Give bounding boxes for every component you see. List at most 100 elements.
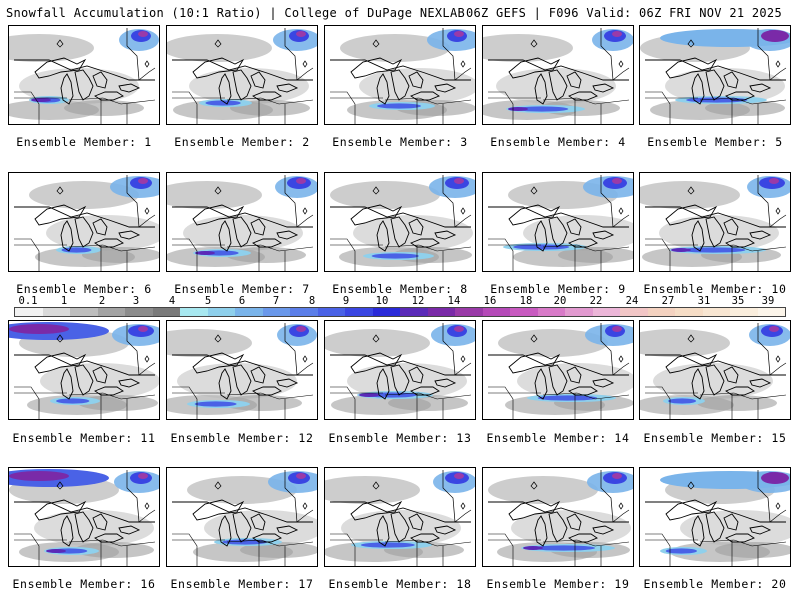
- member-number: 12: [298, 431, 314, 445]
- member-number: 8: [460, 282, 468, 296]
- member-number: 14: [614, 431, 630, 445]
- snowfall-map: [483, 468, 633, 566]
- member-number: 2: [302, 135, 310, 149]
- snowfall-map: [325, 26, 475, 124]
- caption-prefix: Ensemble Member:: [643, 577, 772, 591]
- member-number: 19: [614, 577, 630, 591]
- colorbar-swatch: [675, 308, 703, 316]
- colorbar-swatch: [235, 308, 263, 316]
- colorbar-swatch: [482, 308, 510, 316]
- member-number: 11: [140, 431, 156, 445]
- ensemble-map-panel: [639, 172, 791, 272]
- snowfall-map: [640, 26, 790, 124]
- ensemble-map-panel: [166, 172, 318, 272]
- colorbar-swatch: [125, 308, 153, 316]
- colorbar-label: 27: [661, 295, 675, 307]
- caption-prefix: Ensemble Member:: [170, 431, 299, 445]
- ensemble-map-panel: [482, 25, 634, 125]
- ensemble-member-caption: Ensemble Member: 9: [479, 282, 637, 296]
- member-number: 16: [140, 577, 156, 591]
- colorbar-swatch: [592, 308, 620, 316]
- ensemble-member-caption: Ensemble Member: 2: [163, 135, 321, 149]
- caption-prefix: Ensemble Member:: [486, 431, 615, 445]
- ensemble-member-caption: Ensemble Member: 4: [479, 135, 637, 149]
- colorbar-label: 18: [519, 295, 533, 307]
- snowfall-map: [483, 321, 633, 419]
- caption-prefix: Ensemble Member:: [643, 431, 772, 445]
- member-number: 3: [460, 135, 468, 149]
- colorbar: [14, 307, 786, 317]
- colorbar-swatch: [702, 308, 730, 316]
- caption-prefix: Ensemble Member:: [174, 282, 303, 296]
- colorbar-swatch: [730, 308, 758, 316]
- colorbar-label: 20: [553, 295, 567, 307]
- colorbar-swatch: [42, 308, 70, 316]
- ensemble-map-panel: [482, 320, 634, 420]
- ensemble-member-caption: Ensemble Member: 20: [636, 577, 794, 591]
- snowfall-map: [483, 26, 633, 124]
- colorbar-label: 8: [308, 295, 316, 307]
- colorbar-swatch: [152, 308, 180, 316]
- colorbar-label: 5: [204, 295, 212, 307]
- colorbar-swatch: [537, 308, 565, 316]
- snowfall-map: [9, 173, 159, 271]
- caption-prefix: Ensemble Member:: [332, 282, 461, 296]
- ensemble-member-caption: Ensemble Member: 1: [5, 135, 163, 149]
- ensemble-member-caption: Ensemble Member: 18: [321, 577, 479, 591]
- colorbar-swatch: [317, 308, 345, 316]
- snowfall-map: [9, 26, 159, 124]
- caption-prefix: Ensemble Member:: [643, 282, 772, 296]
- snowfall-map: [167, 468, 317, 566]
- colorbar-swatch: [372, 308, 400, 316]
- colorbar-swatch: [620, 308, 648, 316]
- ensemble-member-caption: Ensemble Member: 14: [479, 431, 637, 445]
- colorbar-label: 3: [132, 295, 140, 307]
- ensemble-map-panel: [482, 467, 634, 567]
- ensemble-map-panel: [8, 25, 160, 125]
- ensemble-member-caption: Ensemble Member: 16: [5, 577, 163, 591]
- colorbar-swatch: [207, 308, 235, 316]
- caption-prefix: Ensemble Member:: [328, 577, 457, 591]
- ensemble-member-caption: Ensemble Member: 12: [163, 431, 321, 445]
- member-number: 5: [775, 135, 783, 149]
- member-number: 1: [144, 135, 152, 149]
- colorbar-label: 2: [98, 295, 106, 307]
- colorbar-label: 12: [411, 295, 425, 307]
- member-number: 20: [771, 577, 787, 591]
- member-number: 9: [618, 282, 626, 296]
- colorbar-label: 14: [447, 295, 461, 307]
- caption-prefix: Ensemble Member:: [332, 135, 461, 149]
- caption-prefix: Ensemble Member:: [486, 577, 615, 591]
- colorbar-label: 35: [731, 295, 745, 307]
- colorbar-swatch: [180, 308, 208, 316]
- snowfall-map: [9, 468, 159, 566]
- ensemble-map-panel: [324, 25, 476, 125]
- colorbar-swatch: [70, 308, 98, 316]
- ensemble-member-caption: Ensemble Member: 19: [479, 577, 637, 591]
- member-number: 13: [456, 431, 472, 445]
- colorbar-label: 7: [272, 295, 280, 307]
- caption-prefix: Ensemble Member:: [16, 282, 145, 296]
- snowfall-map: [167, 26, 317, 124]
- colorbar-label: 0.1: [18, 295, 38, 307]
- ensemble-map-panel: [166, 320, 318, 420]
- caption-prefix: Ensemble Member:: [170, 577, 299, 591]
- colorbar-swatch: [15, 308, 43, 316]
- ensemble-map-panel: [166, 25, 318, 125]
- colorbar-swatch: [455, 308, 483, 316]
- colorbar-label: 10: [375, 295, 389, 307]
- colorbar-label: 4: [168, 295, 176, 307]
- colorbar-swatch: [510, 308, 538, 316]
- colorbar-labels: 0.1 1 2 3 4 5 6 7 8 9 10 12 14 16 18 20 22 24 27 31 35 39: [14, 295, 786, 307]
- colorbar-label: 16: [483, 295, 497, 307]
- caption-prefix: Ensemble Member:: [328, 431, 457, 445]
- ensemble-map-panel: [8, 467, 160, 567]
- ensemble-map-panel: [166, 467, 318, 567]
- caption-prefix: Ensemble Member:: [16, 135, 145, 149]
- ensemble-map-panel: [8, 172, 160, 272]
- snowfall-map: [325, 173, 475, 271]
- ensemble-member-caption: Ensemble Member: 17: [163, 577, 321, 591]
- member-number: 17: [298, 577, 314, 591]
- colorbar-swatch: [97, 308, 125, 316]
- member-number: 7: [302, 282, 310, 296]
